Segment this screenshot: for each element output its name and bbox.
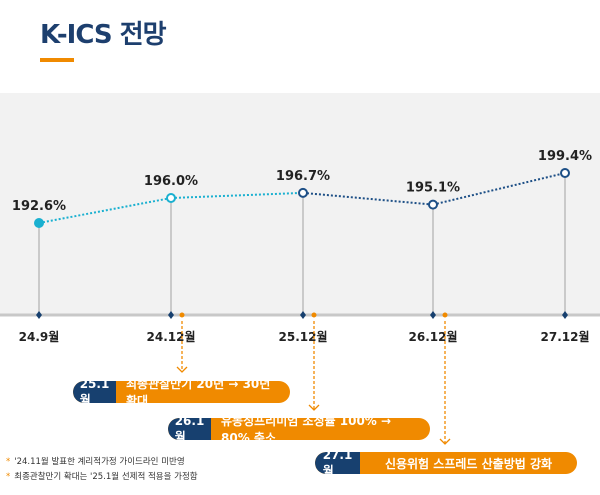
annotation-date: 27.1월 (315, 452, 360, 474)
data-label: 196.7% (276, 169, 330, 184)
event-marker (442, 312, 448, 318)
arrow-down-icon (439, 438, 451, 445)
axis-tick-marker (36, 311, 42, 319)
data-label: 196.0% (144, 174, 198, 189)
annotation-2: 26.1월 유동성프리미엄 조정률 100% → 80% 축소 (168, 418, 430, 440)
axis-tick-marker (300, 311, 306, 319)
data-point (428, 199, 438, 210)
annotation-text: 유동성프리미엄 조정률 100% → 80% 축소 (221, 418, 392, 440)
annotation-3: 27.1월 신용위험 스프레드 산출방법 강화 (315, 452, 577, 474)
data-point (34, 218, 44, 228)
series-segment (432, 172, 566, 206)
x-tick-label: 27.12월 (541, 329, 590, 344)
x-tick-label: 24.12월 (147, 329, 196, 344)
data-label: 192.6% (12, 199, 66, 214)
data-label: 195.1% (406, 181, 460, 196)
footnote: * '24.11월 발표한 계리적가정 가이드라인 미반영 (6, 457, 185, 467)
chart-background (0, 93, 600, 315)
x-tick-label: 26.12월 (409, 329, 458, 344)
series-segment (302, 191, 434, 206)
event-marker (311, 312, 317, 318)
annotation-1: 25.1월 최종관찰만기 20년 → 30년 확대 (73, 381, 290, 403)
series-segment (170, 191, 304, 200)
arrow-down-icon (176, 366, 188, 373)
data-point (560, 168, 570, 179)
footnote: * 최종관찰만기 확대는 '25.1월 선제적 적용을 가정함 (6, 472, 198, 482)
axis-tick-marker (430, 311, 436, 319)
event-marker (179, 312, 185, 318)
x-tick-label: 24.9월 (19, 329, 60, 344)
title-underline (40, 58, 74, 62)
annotation-date: 25.1월 (73, 381, 116, 403)
annotation-text: 신용위험 스프레드 산출방법 강화 (384, 456, 553, 471)
annotation-date: 26.1월 (168, 418, 211, 440)
data-label: 199.4% (538, 149, 592, 164)
footnotes: * '24.11월 발표한 계리적가정 가이드라인 미반영 * 최종관찰만기 확대는… (6, 455, 198, 485)
annotation-text: 최종관찰만기 20년 → 30년 확대 (126, 381, 271, 403)
axis-tick-marker (562, 311, 568, 319)
arrow-down-icon (308, 404, 320, 411)
x-tick-label: 25.12월 (279, 329, 328, 344)
page-title: K-ICS 전망 (40, 20, 167, 50)
data-point (166, 193, 176, 204)
axis-tick-marker (168, 311, 174, 319)
data-point (298, 187, 308, 198)
